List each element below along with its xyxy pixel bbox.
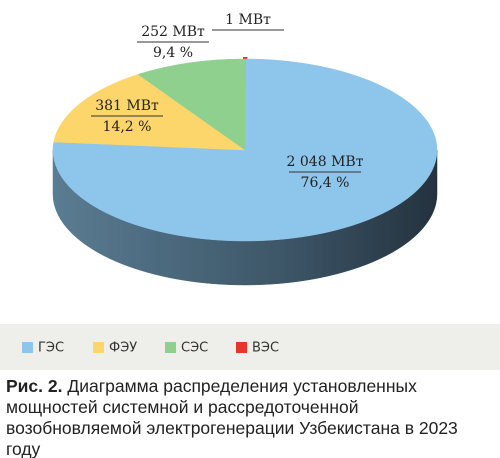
value-label: 381 МВт: [95, 98, 159, 114]
legend-swatch: [236, 342, 247, 353]
chart: 2 048 МВт 76,4 % 381 МВт 14,2 % 252 МВт 9,4 %…: [0, 12, 500, 370]
legend-label: ГЭС: [38, 341, 64, 356]
caption-text: Диаграмма распределения установленных мо…: [6, 376, 458, 458]
value-label: 252 МВт: [141, 24, 205, 40]
legend-label: ФЭУ: [109, 341, 137, 356]
legend-swatch: [22, 342, 33, 353]
legend-swatch: [165, 342, 176, 353]
caption: Рис. 2. Диаграмма распределения установл…: [6, 376, 494, 458]
pie-slice: [137, 58, 246, 151]
percent-label: 9,4 %: [153, 45, 193, 61]
legend-swatch: [93, 342, 104, 353]
legend-label: ВЭС: [252, 341, 279, 356]
percent-label: 76,4 %: [301, 175, 350, 191]
percent-label: 14,2 %: [103, 119, 152, 135]
legend-label: СЭС: [181, 341, 208, 356]
legend-band: [0, 324, 500, 370]
value-label: 2 048 МВт: [287, 154, 364, 170]
pie-slice: [53, 74, 246, 151]
caption-label: Рис. 2.: [6, 376, 63, 396]
value-label: 1 МВт: [225, 12, 271, 28]
